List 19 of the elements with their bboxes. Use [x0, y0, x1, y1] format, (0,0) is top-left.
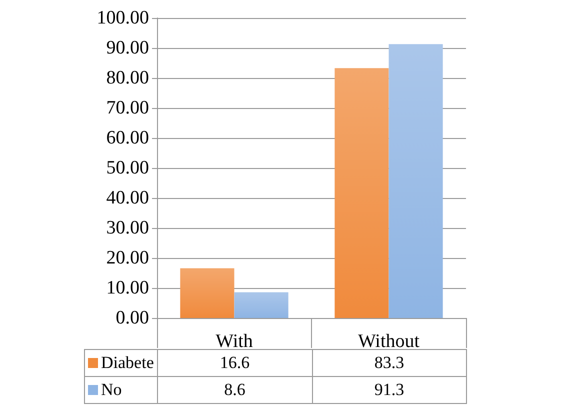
data-label: 16.6 — [220, 353, 250, 372]
y-tick-label: 40.00 — [106, 188, 149, 208]
y-tick-label: 100.00 — [96, 8, 149, 28]
x-tick-label: With — [216, 331, 254, 352]
legend-label: No — [84, 376, 158, 404]
legend-label: Diabete — [84, 350, 158, 376]
y-tick-label: 90.00 — [106, 38, 149, 58]
y-tick-label: 70.00 — [106, 98, 149, 118]
y-tick-label: 60.00 — [106, 128, 149, 148]
y-tick-label: 0.00 — [116, 308, 149, 328]
data-label: 91.3 — [312, 376, 466, 404]
y-tick-label: 80.00 — [106, 68, 149, 88]
data-label: 8.6 — [158, 376, 312, 404]
y-tick-label: 20.00 — [106, 248, 149, 268]
data-label: 83.3 — [374, 353, 404, 372]
y-tick-label: 50.00 — [106, 158, 149, 178]
y-tick-label: 30.00 — [106, 218, 149, 238]
y-tick-label: 10.00 — [106, 278, 149, 298]
x-tick-label: Without — [358, 331, 420, 352]
